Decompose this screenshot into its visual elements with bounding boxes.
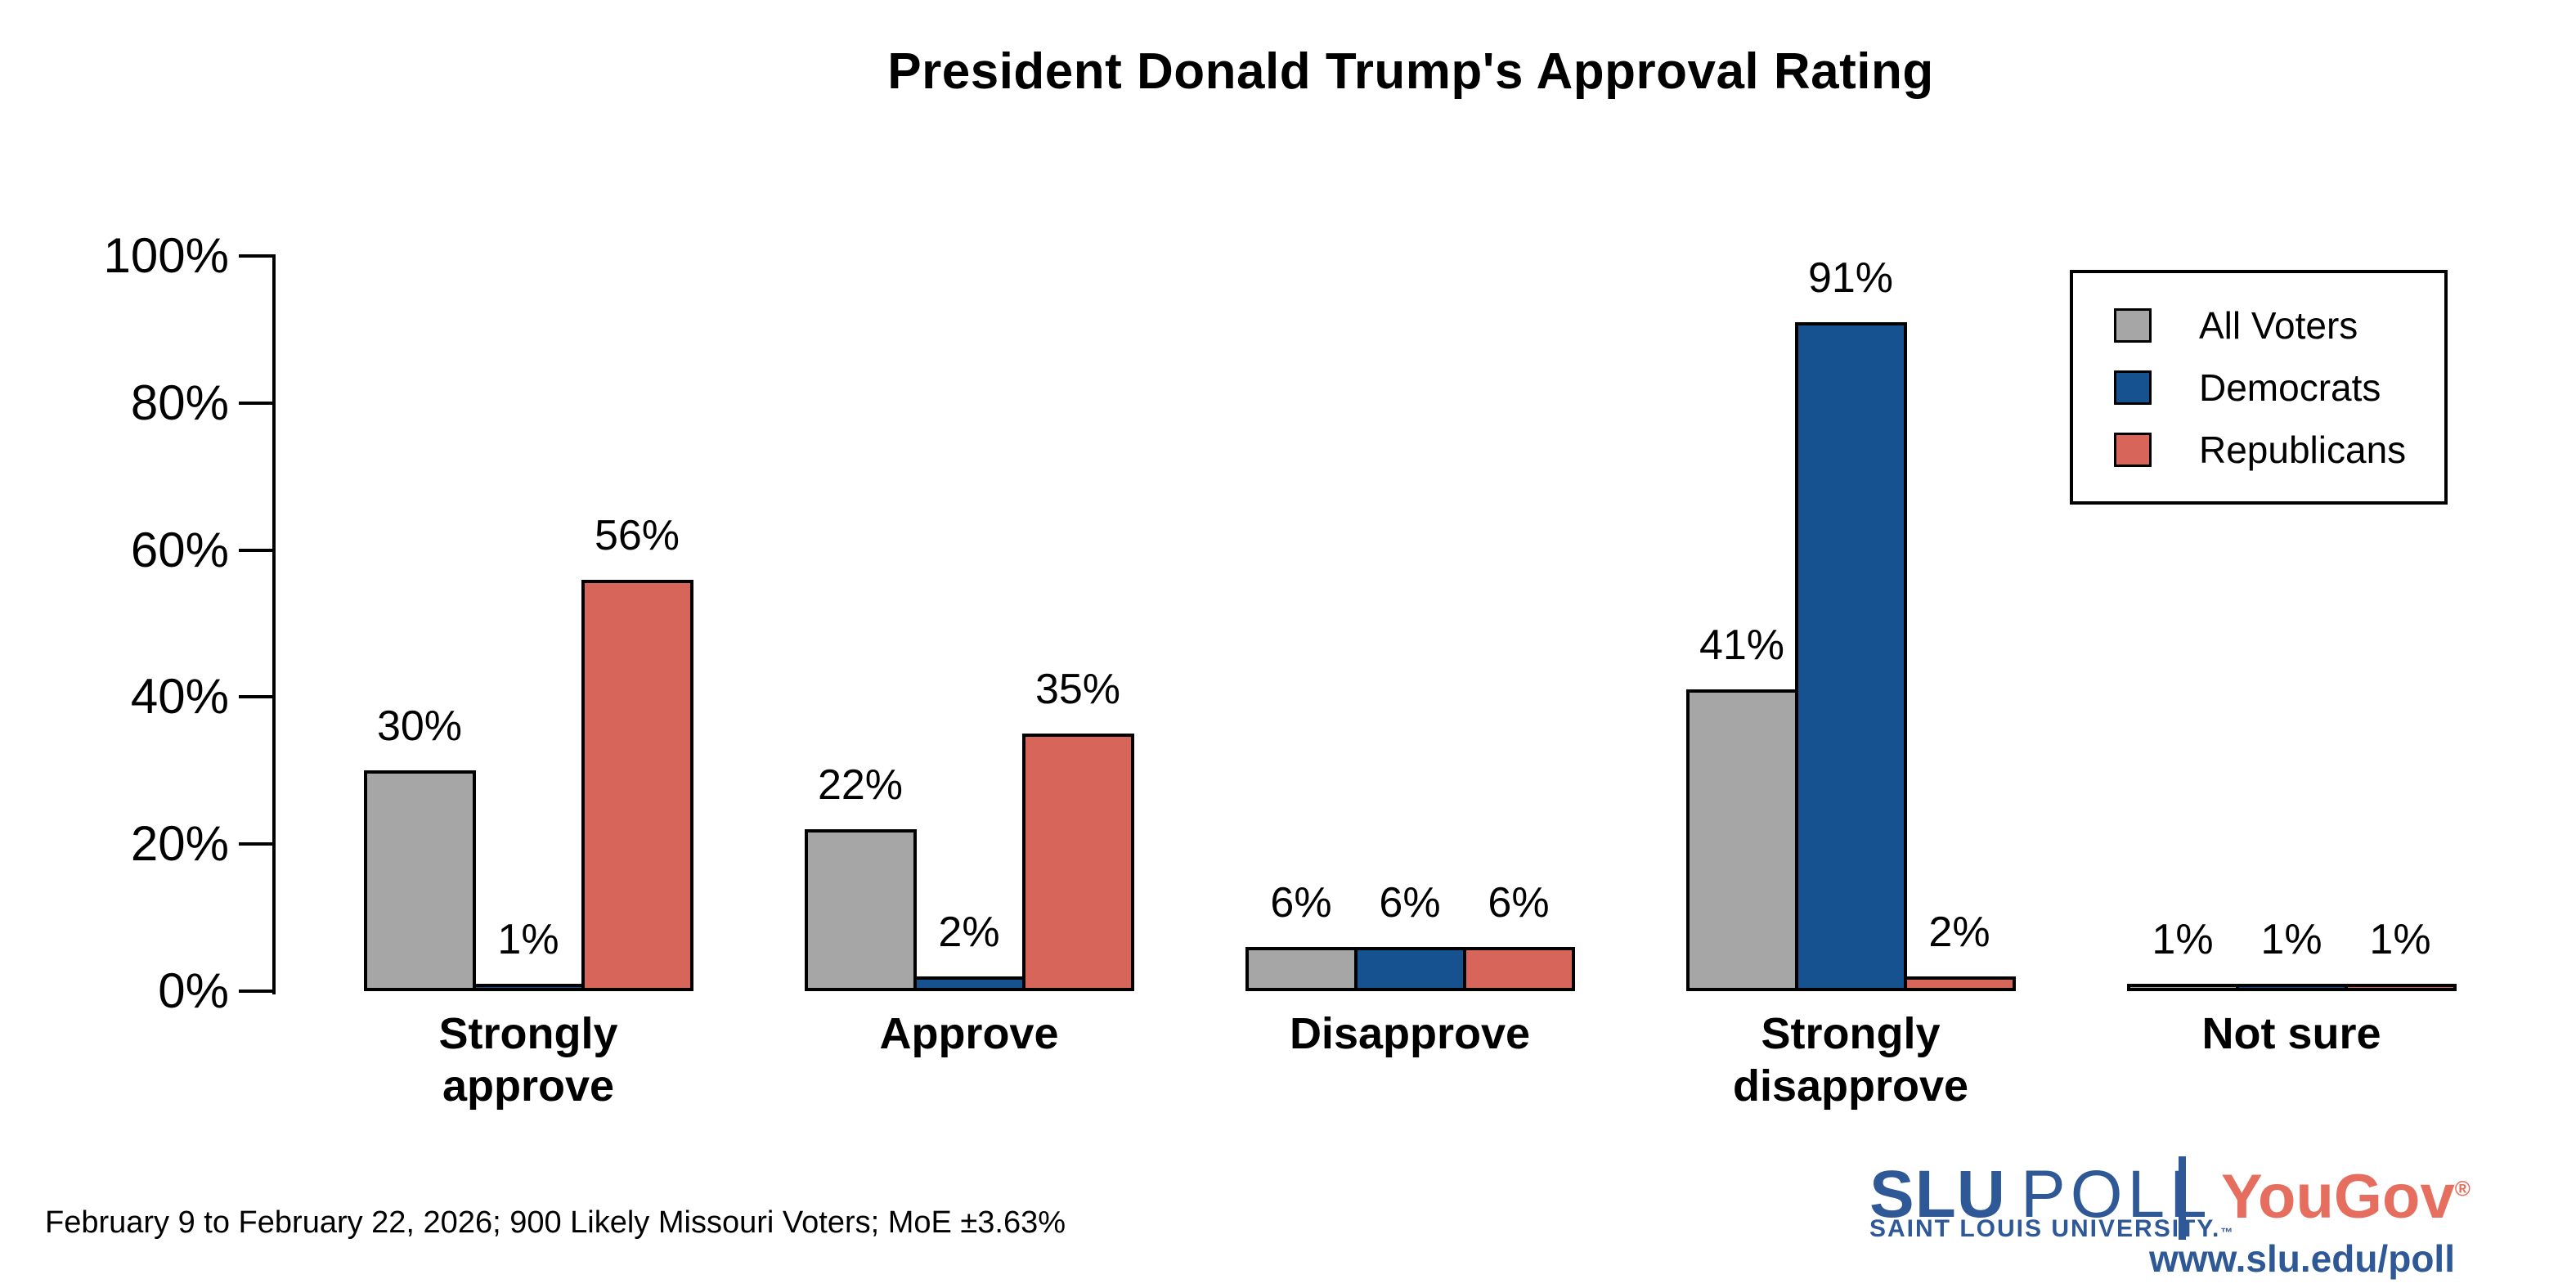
bar-group-approve: 22% 2% 35% [801,173,1138,991]
y-axis-tick-label: 40% [130,669,229,724]
y-axis-tick [239,990,276,993]
bar-wrap: 22% [804,761,917,991]
category-label-strongly-disapprove: Strongly disapprove [1732,1009,1969,1111]
bar-group-strongly-approve: 30% 1% 56% [360,173,697,991]
category-label-strongly-approve: Strongly approve [438,1009,618,1111]
bar-group-disapprove: 6% 6% 6% [1241,173,1578,991]
bar-wrap: 6% [1245,880,1358,991]
bar-wrap: 41% [1685,622,1798,991]
category-label-disapprove: Disapprove [1289,1009,1531,1058]
bar-republicans [1462,947,1575,991]
bar-all-voters [1685,689,1798,991]
bar-republicans [581,580,693,991]
bar-value-label: 1% [2260,916,2322,963]
y-axis-tick-label: 60% [130,523,229,577]
y-axis-tick [239,549,276,552]
bar-republicans [1021,734,1134,991]
bar-all-voters [363,770,476,991]
bar-wrap: 6% [1353,879,1466,991]
bar-value-label: 6% [1488,879,1550,927]
bar-value-label: 35% [1034,666,1121,713]
chart-title: President Donald Trump's Approval Rating [887,43,1934,100]
survey-methodology-note: February 9 to February 22, 2026; 900 Lik… [45,1205,1066,1240]
slu-poll-url: www.slu.edu/poll [2149,1237,2455,1280]
yougov-logo-text: YouGov [2221,1162,2455,1232]
legend-row: Democrats [2114,368,2444,407]
bar-wrap: 2% [913,909,1025,991]
legend-swatch-republicans [2114,432,2152,467]
bar-value-label: 1% [2152,916,2214,963]
bar-value-label: 2% [1928,909,1990,956]
bar-value-label: 2% [938,909,1000,956]
poll-logo-text: POLL [2021,1157,2212,1232]
legend-label: All Voters [2199,303,2358,347]
legend-swatch-all-voters [2114,307,2152,343]
trademark-symbol: ™ [2220,1226,2235,1240]
bar-group-strongly-disapprove: 41% 91% 2% [1682,173,2019,991]
y-axis-tick-label: 20% [130,816,229,871]
bar-democrats [1794,322,1907,991]
bar-all-voters [2126,984,2239,991]
bar-wrap: 1% [2235,916,2348,991]
bar-wrap: 1% [2126,916,2239,991]
bar-value-label: 1% [2369,916,2431,963]
bar-republicans [2344,984,2457,991]
logo-divider [2179,1156,2186,1240]
bar-value-label: 6% [1270,879,1332,927]
bar-wrap: 1% [472,916,585,991]
y-axis-tick [239,402,276,405]
bar-republicans [1903,976,2016,991]
y-axis-tick [239,254,276,258]
y-axis-tick [239,695,276,698]
bar-wrap: 91% [1794,254,1907,991]
bar-democrats [2235,984,2348,991]
y-axis-tick [239,842,276,846]
bar-all-voters [804,829,917,991]
bar-wrap: 2% [1903,909,2016,991]
bar-democrats [1353,947,1466,991]
bar-value-label: 6% [1379,879,1441,927]
legend-row: All Voters [2114,306,2444,345]
bar-wrap: 1% [2344,916,2457,991]
bar-wrap: 6% [1462,879,1575,991]
saint-louis-university-text: SAINT LOUIS UNIVERSITY.™ [1869,1215,2234,1243]
category-label-not-sure: Not sure [2201,1009,2381,1058]
y-axis-tick-label: 100% [103,228,229,283]
y-axis-line [272,254,276,994]
category-label-approve: Approve [879,1009,1059,1058]
bar-value-label: 41% [1699,622,1785,669]
bar-democrats [913,976,1025,991]
y-axis-tick-label: 0% [158,963,229,1018]
saint-louis-university-label: SAINT LOUIS UNIVERSITY. [1869,1215,2221,1242]
y-axis-tick-label: 80% [130,375,229,430]
bar-value-label: 1% [497,916,559,963]
slu-poll-logo: SLU POLL [1869,1156,2212,1233]
bar-wrap: 35% [1021,666,1134,991]
legend-row: Republicans [2114,430,2444,469]
legend-label: Republicans [2199,428,2407,471]
bar-democrats [472,984,585,991]
bar-value-label: 91% [1807,254,1894,302]
bar-group-not-sure: 1% 1% 1% [2123,173,2460,991]
legend-swatch-democrats [2114,370,2152,405]
bar-all-voters [1245,947,1358,991]
yougov-logo: YouGov® [2221,1161,2471,1232]
bar-value-label: 30% [376,702,463,750]
legend-label: Democrats [2199,366,2381,409]
bar-value-label: 56% [594,512,680,559]
bar-wrap: 56% [581,513,693,991]
bar-wrap: 30% [363,702,476,991]
bar-value-label: 22% [817,761,904,809]
legend: All Voters Democrats Republicans [2070,270,2448,505]
slu-logo-text: SLU [1869,1157,2006,1232]
registered-symbol: ® [2454,1176,2471,1201]
